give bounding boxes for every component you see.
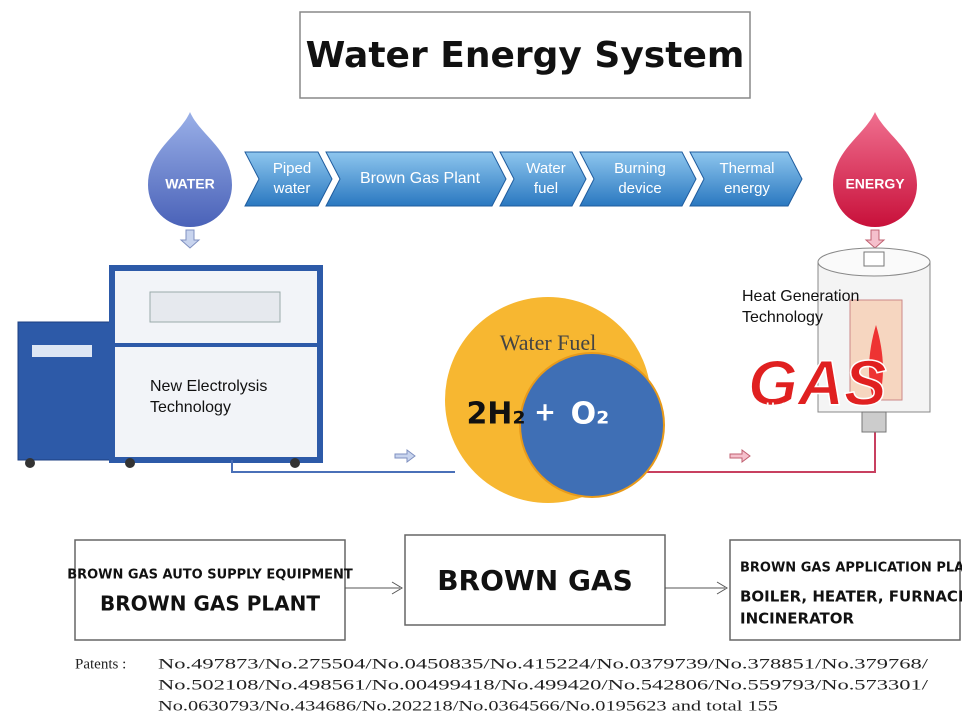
patents-line: No.0630793/No.434686/No.202218/No.036456… [158, 698, 778, 714]
step-label: water [273, 180, 311, 197]
electrolysis-label: New Electrolysis [150, 378, 267, 395]
patents-line: No.502108/No.498561/No.00499418/No.49942… [158, 677, 929, 693]
wheel [125, 458, 135, 468]
heat-label: Technology [742, 309, 823, 326]
oxygen: O₂ [571, 397, 610, 432]
panel [150, 292, 280, 322]
wheel [290, 458, 300, 468]
step-label: Piped [273, 160, 311, 177]
flow-arrow [395, 450, 415, 462]
energy-drop [833, 112, 917, 227]
box-subtitle: BROWN GAS APPLICATION PLANT [740, 561, 962, 576]
patents-label: Patents : [75, 656, 126, 672]
plus: + [534, 398, 556, 428]
electrolysis-machine: New Electrolysis Technology [18, 268, 320, 468]
flow-arrow [730, 450, 750, 462]
step-label: Brown Gas Plant [360, 170, 481, 187]
box-title: INCINERATOR [740, 610, 855, 628]
water-drop [148, 112, 232, 227]
pipe [640, 430, 875, 472]
tank-cap [864, 252, 884, 266]
step-label: Thermal [719, 160, 774, 177]
energy-label: ENERGY [845, 176, 905, 192]
diagram: Water Energy System WATER ENERGY Piped w… [0, 0, 962, 720]
cabinet-label [32, 345, 92, 357]
box-title: BROWN GAS PLANT [100, 592, 320, 616]
step-label: Burning [614, 160, 666, 177]
flow-steps: Piped water Brown Gas Plant Water fuel B… [245, 152, 802, 206]
heat-generator: Heat Generation Technology GAS H₂O [742, 248, 930, 432]
step-label: energy [724, 180, 770, 197]
water-label: WATER [165, 176, 215, 192]
step-label: device [618, 180, 661, 197]
title: Water Energy System [306, 35, 745, 76]
gas-logo-sub: H₂O [766, 400, 789, 414]
fuel-title: Water Fuel [500, 330, 597, 355]
box-title: BOILER, HEATER, FURNACE, [740, 588, 962, 606]
cabinet [18, 322, 118, 460]
heat-label: Heat Generation [742, 288, 859, 305]
wheel [25, 458, 35, 468]
step-label: fuel [534, 180, 558, 197]
step-label: Water [526, 160, 565, 177]
electrolysis-label: Technology [150, 399, 231, 416]
patents-line: No.497873/No.275504/No.0450835/No.415224… [158, 656, 929, 672]
box-title: BROWN GAS [437, 564, 633, 597]
hydrogen: 2H₂ [466, 397, 525, 432]
down-arrow [181, 230, 199, 248]
box [75, 540, 345, 640]
box-subtitle: BROWN GAS AUTO SUPPLY EQUIPMENT [67, 568, 353, 583]
down-arrow [866, 230, 884, 248]
